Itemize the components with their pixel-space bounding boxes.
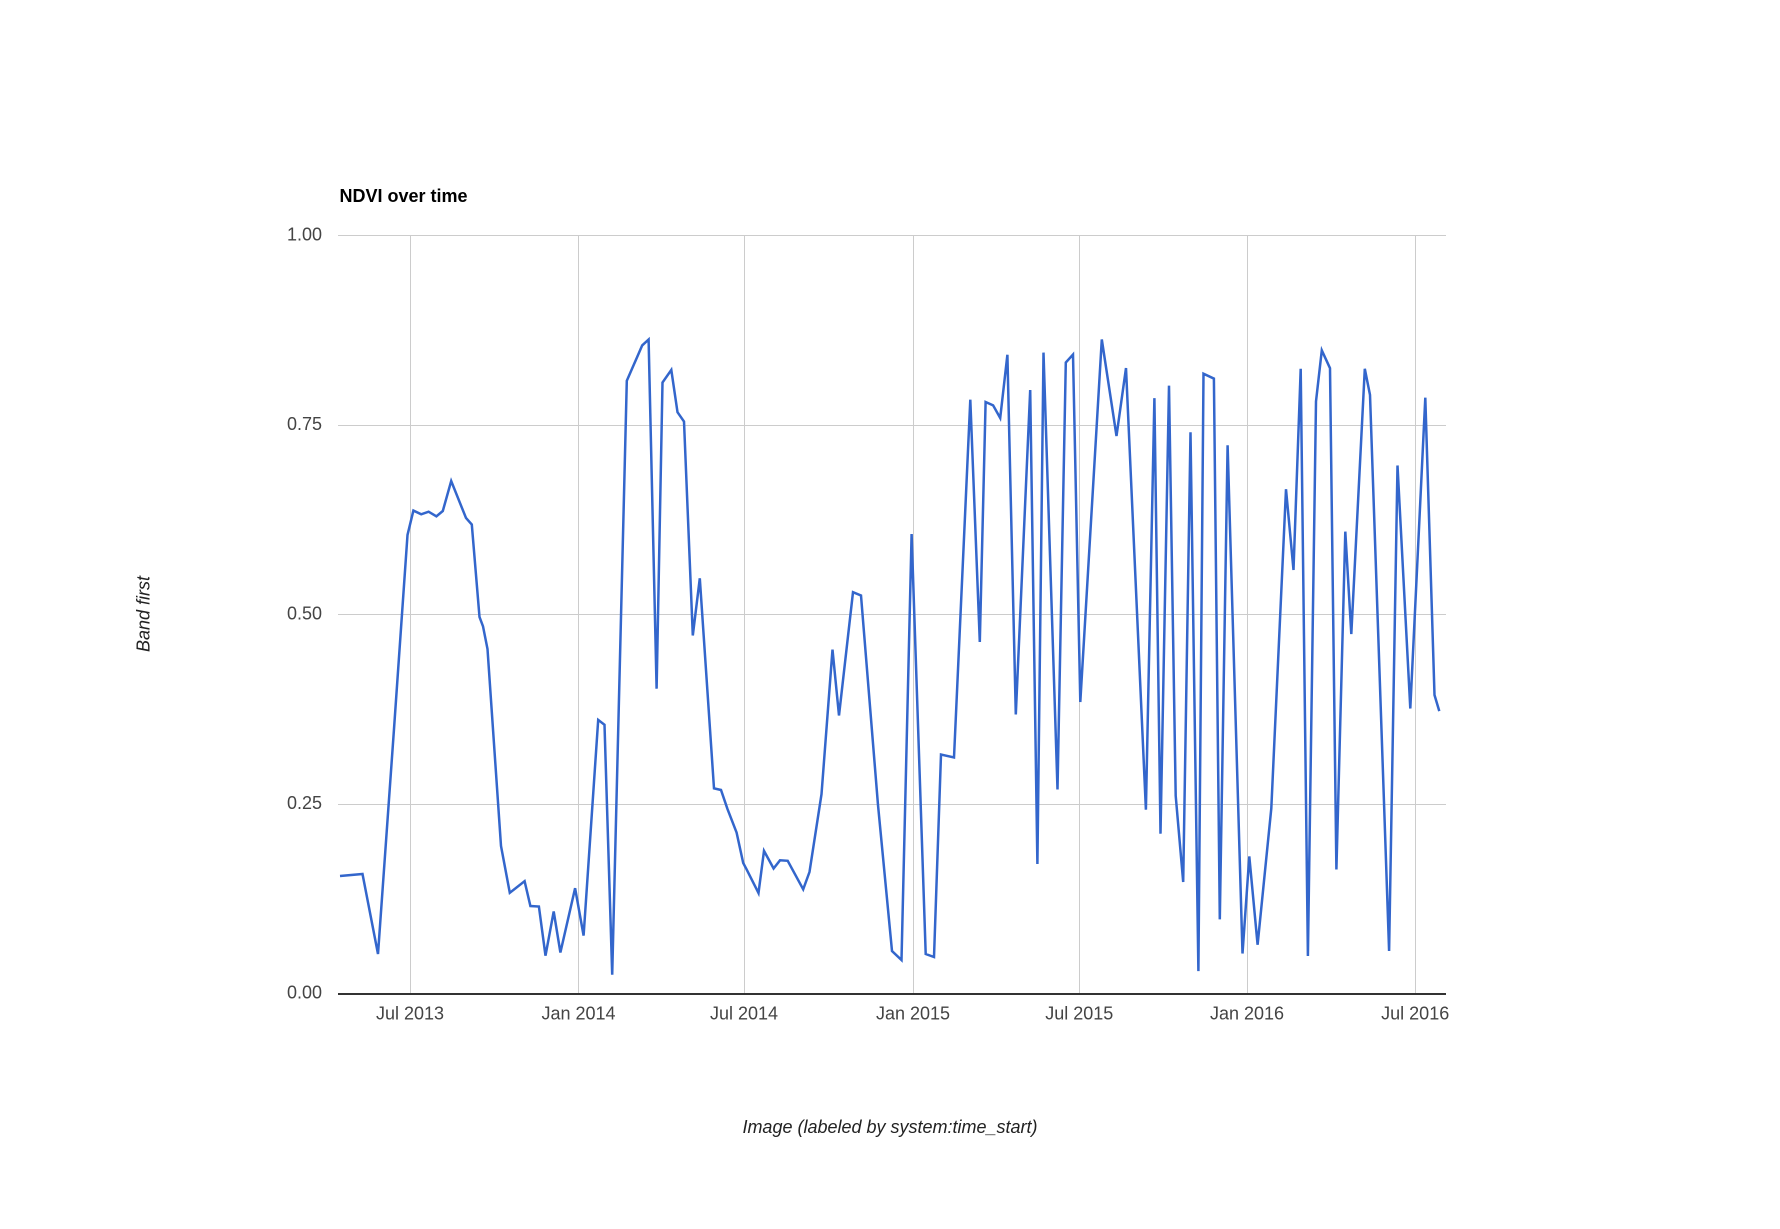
svg-text:0.00: 0.00: [287, 983, 322, 1003]
svg-text:NDVI over time: NDVI over time: [340, 186, 468, 206]
svg-text:0.75: 0.75: [287, 414, 322, 434]
svg-text:Jan 2015: Jan 2015: [876, 1004, 950, 1024]
svg-text:Jul 2016: Jul 2016: [1381, 1004, 1449, 1024]
svg-text:0.25: 0.25: [287, 793, 322, 813]
svg-text:0.50: 0.50: [287, 604, 322, 624]
svg-text:Jan 2014: Jan 2014: [541, 1004, 615, 1024]
svg-text:Image (labeled by system:time_: Image (labeled by system:time_start): [742, 1117, 1037, 1137]
svg-text:Band first: Band first: [134, 575, 154, 652]
svg-text:Jan 2016: Jan 2016: [1210, 1004, 1284, 1024]
svg-text:Jul 2014: Jul 2014: [710, 1004, 778, 1024]
svg-text:Jul 2015: Jul 2015: [1045, 1004, 1113, 1024]
svg-text:Jul 2013: Jul 2013: [376, 1004, 444, 1024]
svg-text:1.00: 1.00: [287, 225, 322, 245]
